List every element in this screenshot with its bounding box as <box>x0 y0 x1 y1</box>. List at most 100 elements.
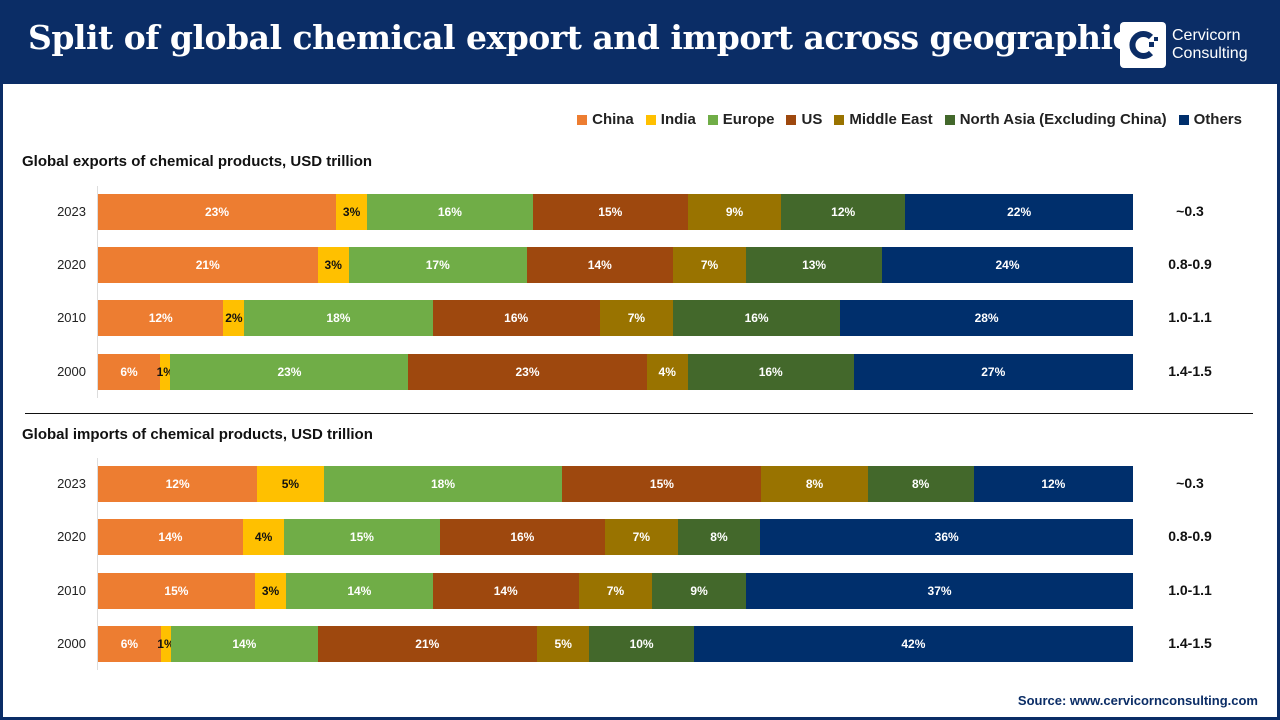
bar-segment: 9% <box>687 194 782 230</box>
logo-line1: Cervicorn <box>1172 27 1241 44</box>
bar-segment: 14% <box>171 626 318 662</box>
bar-segment: 6% <box>98 626 161 662</box>
bar-segment: 1% <box>157 354 174 390</box>
bar-segment: 14% <box>98 519 243 555</box>
stacked-bar: 23% 3% 16% 15% 9% 12% 22% <box>98 194 1133 230</box>
bar-segment: 10% <box>589 626 694 662</box>
bar-segment: 42% <box>693 626 1133 662</box>
bar-segment: 8% <box>867 466 974 502</box>
stacked-bar: 15% 3% 14% 14% 7% 9% 37% <box>98 573 1133 609</box>
bar-segment: 36% <box>760 519 1133 555</box>
total-label: ~0.3 <box>1176 203 1204 219</box>
page-title: Split of global chemical export and impo… <box>28 18 1152 57</box>
legend: China India Europe US Middle East North Asia … <box>577 111 1242 128</box>
legend-label: Others <box>1193 111 1242 128</box>
bar-segment: 37% <box>746 573 1133 609</box>
total-label: 1.0-1.1 <box>1168 309 1212 325</box>
legend-swatch <box>1178 114 1189 125</box>
bar-segment: 15% <box>532 194 688 230</box>
logo-line2: Consulting <box>1172 45 1248 62</box>
legend-label: India <box>660 111 696 128</box>
bar-segment: 16% <box>439 519 606 555</box>
bar-segment: 23% <box>408 354 647 390</box>
total-label: 1.4-1.5 <box>1168 635 1212 651</box>
legend-item: China <box>577 111 634 128</box>
bar-segment: 14% <box>526 247 673 283</box>
bar-segment: 7% <box>599 300 673 336</box>
bar-segment: 13% <box>746 247 883 283</box>
legend-item: Middle East <box>834 111 933 128</box>
axis-line <box>97 186 98 398</box>
year-label: 2010 <box>57 310 86 325</box>
bar-segment: 4% <box>242 519 285 555</box>
bar-segment: 3% <box>336 194 368 230</box>
bar-segment: 3% <box>254 573 287 609</box>
source: Source: www.cervicornconsulting.com <box>1017 693 1258 708</box>
bar-segment: 12% <box>781 194 906 230</box>
bar-segment: 7% <box>605 519 678 555</box>
stacked-bar: 14% 4% 15% 16% 7% 8% 36% <box>98 519 1133 555</box>
bar-segment: 8% <box>677 519 761 555</box>
divider <box>25 413 1253 414</box>
total-label: 1.0-1.1 <box>1168 582 1212 598</box>
legend-swatch <box>786 114 797 125</box>
bar-segment: 22% <box>905 194 1133 230</box>
legend-item: US <box>786 111 822 128</box>
bar-segment: 16% <box>367 194 533 230</box>
legend-swatch <box>834 114 845 125</box>
logo: Cervicorn Consulting <box>1120 22 1248 68</box>
legend-label: US <box>801 111 823 128</box>
legend-swatch <box>707 114 718 125</box>
bar-segment: 16% <box>432 300 600 336</box>
legend-label: Europe <box>722 111 775 128</box>
bar-segment: 24% <box>882 247 1133 283</box>
total-label: ~0.3 <box>1176 475 1204 491</box>
bar-segment: 18% <box>323 466 563 502</box>
stacked-bar: 6% 1% 14% 21% 5% 10% 42% <box>98 626 1133 662</box>
bar-segment: 23% <box>98 194 337 230</box>
year-label: 2000 <box>57 364 86 379</box>
header: Split of global chemical export and impo… <box>0 0 1280 84</box>
bar-segment: 28% <box>840 300 1133 336</box>
total-label: 1.4-1.5 <box>1168 363 1212 379</box>
bar-segment: 27% <box>853 354 1133 390</box>
stacked-bar: 12% 5% 18% 15% 8% 8% 12% <box>98 466 1133 502</box>
exports-title: Global exports of chemical products, USD… <box>22 153 373 170</box>
bar-segment: 14% <box>286 573 433 609</box>
legend-label: North Asia (Excluding China) <box>959 111 1167 128</box>
legend-swatch <box>645 114 656 125</box>
bar-segment: 23% <box>170 354 409 390</box>
total-label: 0.8-0.9 <box>1168 528 1212 544</box>
bar-segment: 16% <box>687 354 854 390</box>
legend-swatch <box>944 114 955 125</box>
axis-line <box>97 458 98 670</box>
bar-segment: 3% <box>317 247 349 283</box>
legend-swatch <box>577 114 588 125</box>
legend-item: India <box>645 111 696 128</box>
bar-segment: 14% <box>432 573 579 609</box>
legend-label: Middle East <box>849 111 933 128</box>
bar-segment: 7% <box>672 247 747 283</box>
bar-segment: 7% <box>578 573 653 609</box>
year-label: 2000 <box>57 636 86 651</box>
bar-segment: 4% <box>646 354 688 390</box>
logo-icon <box>1120 22 1166 68</box>
bar-segment: 21% <box>98 247 318 283</box>
year-label: 2020 <box>57 257 86 272</box>
stacked-bar: 21% 3% 17% 14% 7% 13% 24% <box>98 247 1133 283</box>
bar-segment: 21% <box>317 626 538 662</box>
imports-title: Global imports of chemical products, USD… <box>22 426 373 443</box>
bar-segment: 5% <box>257 466 324 502</box>
year-label: 2020 <box>57 529 86 544</box>
bar-segment: 5% <box>537 626 590 662</box>
bar-segment: 12% <box>98 466 258 502</box>
year-label: 2023 <box>57 204 86 219</box>
bar-segment: 16% <box>672 300 841 336</box>
bar-segment: 1% <box>157 626 175 662</box>
bar-segment: 6% <box>98 354 161 390</box>
bar-segment: 12% <box>973 466 1133 502</box>
year-label: 2023 <box>57 476 86 491</box>
bar-segment: 12% <box>98 300 224 336</box>
stacked-bar: 12% 2% 18% 16% 7% 16% 28% <box>98 300 1133 336</box>
legend-label: China <box>592 111 634 128</box>
